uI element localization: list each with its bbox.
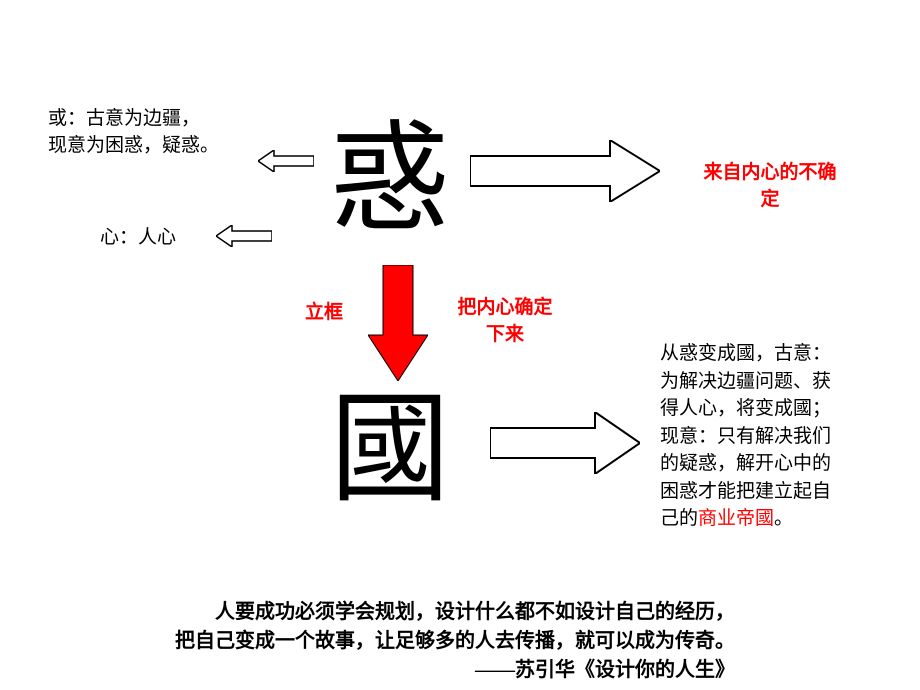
- char-huo: 惑: [330, 120, 450, 240]
- down-arrow-label-right-l2: 下来: [440, 322, 570, 349]
- note-top-right-line1: 来自内心的不确: [680, 160, 860, 187]
- down-arrow-label-left: 立框: [305, 300, 343, 327]
- down-arrow-label-right: 把内心确定 下来: [440, 295, 570, 348]
- note-br-l0: 从惑变成國，古意：: [660, 343, 831, 364]
- note-br-l3: 现意：只有解决我们: [660, 426, 831, 447]
- note-top-left: 或：古意为边疆， 现意为困惑，疑惑。: [48, 106, 219, 159]
- quote-line3: ——苏引华《设计你的人生》: [175, 656, 735, 685]
- note-br-highlight: 商业帝國: [698, 508, 774, 529]
- note-br-l2: 得人心，将变成國；: [660, 398, 831, 419]
- note-br-l6: 己的: [660, 508, 698, 529]
- note-bottom-right: 从惑变成國，古意： 为解决边疆问题、获 得人心，将变成國； 现意：只有解决我们 …: [660, 340, 880, 533]
- char-guo: 國: [330, 390, 450, 510]
- note-mid-left: 心：人心: [100, 225, 176, 252]
- note-top-left-line1: 或：古意为边疆，: [48, 106, 219, 133]
- note-top-right-line2: 定: [680, 187, 860, 214]
- note-br-l1: 为解决边疆问题、获: [660, 371, 831, 392]
- note-top-left-line2: 现意为困惑，疑惑。: [48, 133, 219, 160]
- arrow-down-red: [368, 265, 428, 381]
- arrow-left-small-top: [258, 150, 314, 172]
- arrow-right-big-bottom: [490, 412, 640, 474]
- note-br-l4: 的疑惑，解开心中的: [660, 453, 831, 474]
- quote-line1: 人要成功必须学会规划，设计什么都不如设计自己的经历，: [175, 598, 735, 627]
- quote-line2: 把自己变成一个故事，让足够多的人去传播，就可以成为传奇。: [175, 627, 735, 656]
- note-top-right: 来自内心的不确 定: [680, 160, 860, 213]
- note-br-l5: 困惑才能把建立起自: [660, 481, 831, 502]
- down-arrow-label-right-l1: 把内心确定: [440, 295, 570, 322]
- quote-block: 人要成功必须学会规划，设计什么都不如设计自己的经历， 把自己变成一个故事，让足够…: [175, 598, 735, 685]
- arrow-left-small-mid: [216, 225, 272, 247]
- arrow-right-big-top: [470, 140, 660, 202]
- note-br-tail: 。: [774, 508, 793, 529]
